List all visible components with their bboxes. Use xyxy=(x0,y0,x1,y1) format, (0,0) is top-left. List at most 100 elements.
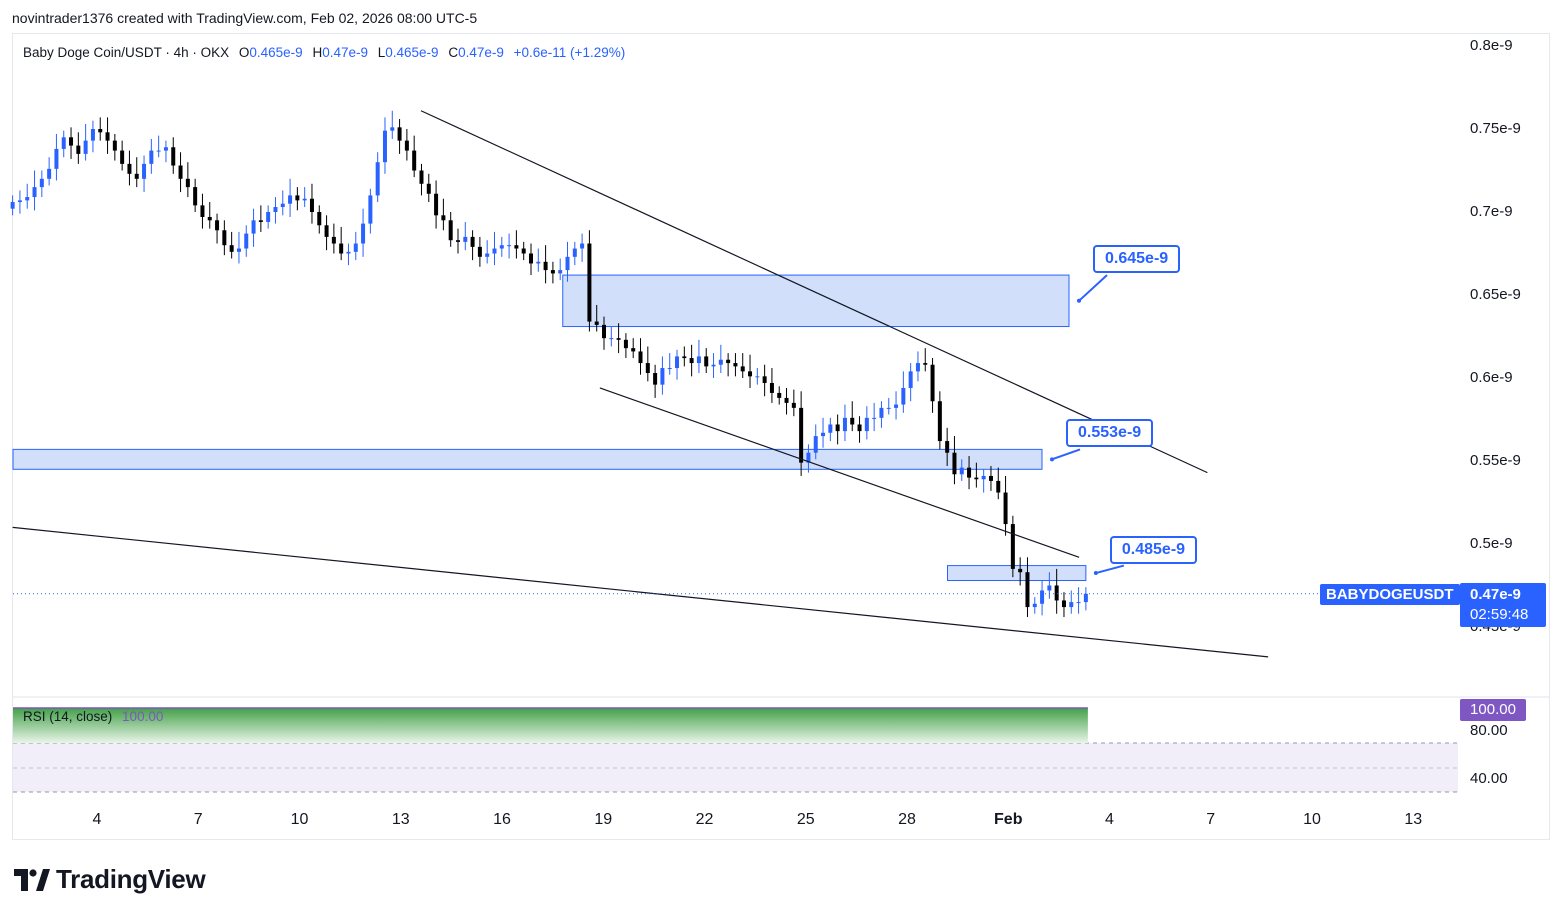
mid-zone-pointer-dot xyxy=(1050,457,1054,462)
candle xyxy=(382,117,387,174)
rsi-overbought-fill xyxy=(13,708,1088,743)
candle xyxy=(317,205,322,234)
candle xyxy=(426,173,431,203)
candle xyxy=(229,231,234,259)
candle xyxy=(477,236,482,267)
candle xyxy=(821,417,826,448)
time-axis-label: 16 xyxy=(493,811,511,828)
candle xyxy=(631,338,636,359)
legend-close: 0.47e-9 xyxy=(458,45,504,60)
candle-body xyxy=(207,216,212,221)
candle-body xyxy=(748,371,753,377)
candle-body xyxy=(821,432,826,437)
candle xyxy=(886,397,891,415)
legend-low-key: L xyxy=(377,45,386,60)
candle xyxy=(324,215,329,251)
support-zone-callout[interactable]: 0.485e-9 xyxy=(1109,535,1198,564)
candle xyxy=(266,205,271,229)
candle-body xyxy=(791,402,796,408)
candle-body xyxy=(215,220,220,231)
candle-body xyxy=(937,401,942,442)
candle-body xyxy=(485,253,490,257)
candle xyxy=(959,459,964,481)
candle xyxy=(996,467,1001,500)
candle-body xyxy=(120,150,125,164)
candle xyxy=(448,212,453,247)
candle-body xyxy=(704,356,709,367)
candle-body xyxy=(39,178,44,188)
candle-body xyxy=(959,467,964,475)
candle xyxy=(485,240,490,264)
candle-body xyxy=(901,387,906,405)
resistance-zone-callout[interactable]: 0.645e-9 xyxy=(1093,245,1181,274)
support-zone-pointer xyxy=(1095,564,1125,575)
candle xyxy=(1047,572,1052,599)
candle-body xyxy=(507,245,512,247)
candle-body xyxy=(879,407,884,418)
resistance-zone xyxy=(562,274,1070,328)
last-price: 0.47e-9 xyxy=(1470,586,1521,603)
rsi-legend-value: 100.00 xyxy=(122,709,164,724)
candle-body xyxy=(602,324,607,339)
price-axis-label: 0.55e-9 xyxy=(1470,452,1521,469)
candle-body xyxy=(682,356,687,359)
candle-body xyxy=(236,248,241,252)
candle-body xyxy=(32,187,37,198)
time-axis-label: 22 xyxy=(695,811,714,828)
candle-body xyxy=(470,236,475,247)
candle xyxy=(127,150,132,186)
candle xyxy=(492,231,497,266)
candle xyxy=(777,386,782,405)
candle xyxy=(558,258,563,281)
candle xyxy=(83,124,88,161)
tradingview-logo[interactable]: TradingView xyxy=(14,864,206,895)
time-axis-label: 13 xyxy=(1404,811,1423,828)
candle-body xyxy=(711,364,716,367)
candle xyxy=(791,389,796,417)
candle-body xyxy=(857,424,862,432)
candle xyxy=(258,205,263,232)
candle xyxy=(207,202,212,229)
candle xyxy=(536,248,541,272)
candle-body xyxy=(1032,603,1037,608)
legend-change: +0.6e-11 (+1.29%) xyxy=(513,45,626,60)
candle xyxy=(171,137,176,174)
candle-body xyxy=(397,127,402,141)
candle-body xyxy=(61,137,66,149)
candle-body xyxy=(806,452,811,463)
legend-open: 0.465e-9 xyxy=(249,45,303,60)
candle-body xyxy=(550,270,555,274)
candle xyxy=(32,170,37,211)
candle-body xyxy=(404,140,409,151)
candle-body xyxy=(331,236,336,244)
candle-body xyxy=(864,417,869,432)
candle xyxy=(915,351,920,382)
candle xyxy=(149,138,154,174)
candle-body xyxy=(105,132,110,141)
candle-body xyxy=(47,168,52,179)
rsi-level-80: 80.00 xyxy=(1470,722,1508,739)
time-axis-label: 4 xyxy=(1105,811,1114,828)
mid-zone-callout[interactable]: 0.553e-9 xyxy=(1066,419,1154,448)
candle-body xyxy=(514,245,519,249)
candle-body xyxy=(499,245,504,249)
candle xyxy=(755,368,760,385)
candle-body xyxy=(543,261,548,271)
candle xyxy=(215,213,220,244)
mid-zone-pointer xyxy=(1051,448,1081,461)
time-axis-label: 13 xyxy=(391,811,410,828)
tradingview-wordmark: TradingView xyxy=(56,864,206,894)
candle xyxy=(361,208,366,257)
candle xyxy=(653,364,658,398)
candle xyxy=(463,221,468,251)
candle xyxy=(434,180,439,229)
candle xyxy=(120,140,125,171)
candle-body xyxy=(689,358,694,364)
candle-body xyxy=(163,147,168,151)
candle xyxy=(682,346,687,367)
candle xyxy=(302,187,307,208)
candle-body xyxy=(83,140,88,154)
candle-body xyxy=(872,417,877,419)
candle-body xyxy=(769,382,774,393)
